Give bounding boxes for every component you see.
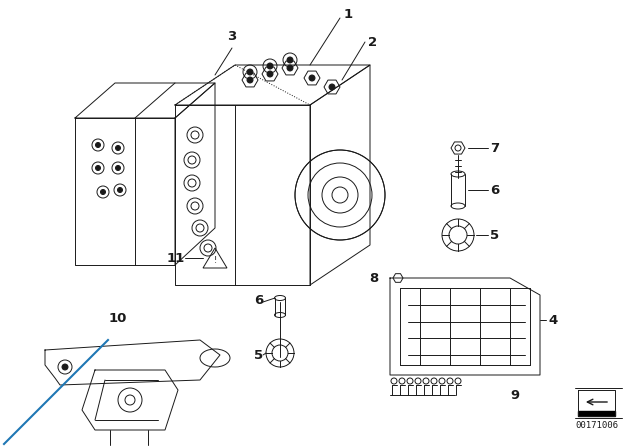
Text: 8: 8 — [369, 271, 378, 284]
Text: 4: 4 — [548, 314, 557, 327]
Text: 6: 6 — [490, 184, 499, 197]
Circle shape — [115, 146, 120, 151]
Text: 7: 7 — [490, 142, 499, 155]
Circle shape — [95, 142, 100, 147]
Text: 11: 11 — [167, 251, 185, 264]
Text: 10: 10 — [109, 311, 127, 324]
Text: 5: 5 — [254, 349, 263, 362]
Text: 3: 3 — [227, 30, 237, 43]
Text: 5: 5 — [490, 228, 499, 241]
Circle shape — [115, 165, 120, 171]
Text: 1: 1 — [344, 8, 353, 21]
Circle shape — [309, 75, 315, 81]
Polygon shape — [578, 411, 615, 416]
Circle shape — [247, 77, 253, 83]
Circle shape — [287, 57, 293, 63]
Circle shape — [247, 69, 253, 75]
Circle shape — [329, 84, 335, 90]
Circle shape — [287, 65, 293, 71]
Text: 6: 6 — [253, 293, 263, 306]
Text: !: ! — [213, 255, 216, 264]
Circle shape — [95, 165, 100, 171]
Text: 9: 9 — [510, 388, 519, 401]
Circle shape — [100, 190, 106, 194]
Text: 2: 2 — [368, 35, 377, 48]
Circle shape — [118, 188, 122, 193]
Circle shape — [267, 71, 273, 77]
Circle shape — [62, 364, 68, 370]
Circle shape — [267, 63, 273, 69]
Text: 00171006: 00171006 — [575, 421, 618, 430]
